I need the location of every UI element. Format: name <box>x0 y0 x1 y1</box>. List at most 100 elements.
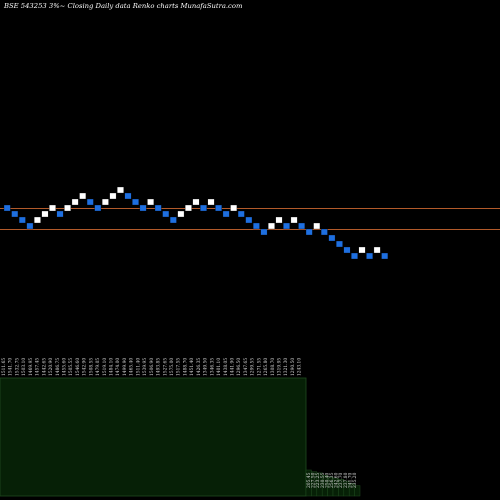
renko-brick-down <box>56 210 64 218</box>
x-tick-label-tail: 230.55 <box>321 472 326 488</box>
x-tick-label-tail: 227.50 <box>312 472 317 488</box>
renko-brick-up <box>268 222 275 230</box>
x-tick-label: 1465.40 <box>130 358 135 376</box>
renko-brick-down <box>283 222 290 230</box>
x-tick-label: 1265.80 <box>264 358 269 376</box>
x-tick-label: 1243.10 <box>298 358 303 376</box>
x-tick-label: 1499.90 <box>123 358 128 376</box>
x-tick-label: 1508.55 <box>89 358 94 376</box>
renko-brick-down <box>351 252 358 260</box>
renko-brick-up <box>185 204 192 212</box>
renko-brick-up <box>177 210 185 218</box>
x-tick-label: 1308.70 <box>271 358 276 376</box>
x-tick-label: 1271.55 <box>257 358 262 376</box>
x-tick-label: 1347.65 <box>244 358 249 376</box>
renko-brick-down <box>328 234 336 242</box>
x-tick-label: 1511.40 <box>136 358 141 376</box>
x-tick-label: 1503.10 <box>22 358 27 376</box>
renko-brick-down <box>132 198 139 206</box>
x-tick-label: 1457.45 <box>36 358 41 376</box>
renko-brick-up <box>79 192 87 200</box>
chart-title: BSE 543253 3%~ Closing Daily data Renko … <box>4 2 243 10</box>
renko-brick-down <box>222 210 230 218</box>
x-tick-label: 1505.55 <box>69 358 74 376</box>
x-tick-label-tail: 250.40 <box>325 472 330 488</box>
x-tick-label: 1346.35 <box>210 358 215 376</box>
x-tick-label: 1532.75 <box>15 358 20 376</box>
renko-brick-up <box>207 198 215 206</box>
x-tick-label: 1441.90 <box>230 358 235 376</box>
x-tick-label: 1542.90 <box>83 358 88 376</box>
x-tick-label: 1575.00 <box>170 358 175 376</box>
x-tick-label: 1493.85 <box>157 358 162 376</box>
x-tick-label-tail: 237.80 <box>344 472 349 488</box>
x-tick-label: 1321.30 <box>284 358 289 376</box>
renko-brick-up <box>358 246 366 254</box>
x-tick-label: 1426.35 <box>197 358 202 376</box>
renko-brick-down <box>124 192 132 200</box>
renko-brick-up <box>71 198 79 206</box>
renko-brick-up <box>313 222 321 230</box>
x-tick-label-tail: 237.70 <box>339 472 344 488</box>
x-tick-label: 1520.90 <box>49 358 54 376</box>
x-tick-label: 1442.65 <box>42 358 47 376</box>
renko-brick-down <box>162 210 170 218</box>
x-tick-label: 1299.55 <box>251 358 256 376</box>
x-tick-label: 1469.95 <box>29 358 34 376</box>
volume-bar-main <box>0 377 307 497</box>
x-tick-label: 1539.95 <box>143 358 148 376</box>
renko-brick-up <box>109 192 117 200</box>
renko-brick-down <box>252 222 260 230</box>
x-tick-label: 1519.10 <box>103 358 108 376</box>
x-tick-label-tail: 256.35 <box>330 472 335 488</box>
renko-brick-down <box>237 210 245 218</box>
x-tick-label: 1438.05 <box>224 358 229 376</box>
renko-brick-up <box>34 216 41 224</box>
x-tick-label: 1455.60 <box>62 358 67 376</box>
x-tick-label: 1290.50 <box>291 358 296 376</box>
renko-brick-down <box>336 240 343 248</box>
renko-brick-down <box>343 246 351 254</box>
renko-brick-down <box>154 204 162 212</box>
renko-brick-down <box>381 252 389 260</box>
renko-bricks <box>3 186 389 260</box>
renko-brick-down <box>94 204 102 212</box>
x-tick-label-tail: 235.20 <box>353 472 358 488</box>
renko-brick-up <box>230 204 238 212</box>
x-tick-label: 1349.50 <box>204 358 209 376</box>
x-tick-label: 1296.50 <box>237 358 242 376</box>
renko-brick-up <box>64 204 71 212</box>
renko-brick-up <box>192 198 200 206</box>
renko-brick-down <box>11 210 19 218</box>
x-tick-label: 1319.95 <box>278 358 283 376</box>
renko-brick-down <box>305 228 313 236</box>
renko-brick-up <box>147 198 154 206</box>
renko-brick-down <box>139 204 147 212</box>
renko-brick-up <box>49 204 56 212</box>
renko-brick-up <box>275 216 283 224</box>
x-tick-label-tail: 205.45 <box>307 472 312 488</box>
x-tick-label: 1401.10 <box>217 358 222 376</box>
x-tick-label: 1486.75 <box>56 358 61 376</box>
renko-brick-down <box>215 204 222 212</box>
renko-brick-up <box>102 198 109 206</box>
renko-brick-down <box>245 216 253 224</box>
x-tick-label: 1484.10 <box>110 358 115 376</box>
x-tick-label: 1479.05 <box>96 358 101 376</box>
x-tick-label: 1488.70 <box>183 358 188 376</box>
x-tick-label: 1541.70 <box>9 358 14 376</box>
renko-brick-down <box>298 222 306 230</box>
renko-brick-down <box>26 222 34 230</box>
renko-brick-down <box>320 228 328 236</box>
x-tick-label: 1506.90 <box>150 358 155 376</box>
x-tick-label: 1546.60 <box>76 358 81 376</box>
renko-brick-down <box>18 216 26 224</box>
renko-brick-down <box>200 204 207 212</box>
x-tick-label: 1527.65 <box>163 358 168 376</box>
x-tick-label-tail: 242.60 <box>335 472 340 488</box>
renko-brick-down <box>86 198 94 206</box>
x-tick-label: 1517.55 <box>177 358 182 376</box>
renko-brick-up <box>373 246 381 254</box>
x-tick-label: 1474.00 <box>116 358 121 376</box>
